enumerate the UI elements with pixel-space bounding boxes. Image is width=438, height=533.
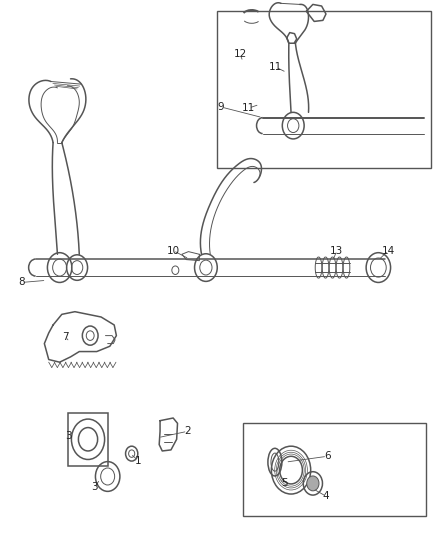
Text: 4: 4: [323, 491, 329, 501]
Text: 11: 11: [269, 62, 283, 72]
Circle shape: [307, 476, 319, 491]
Text: 3: 3: [65, 431, 72, 441]
Text: 1: 1: [135, 456, 141, 465]
Text: 2: 2: [184, 426, 191, 437]
Text: 11: 11: [242, 103, 255, 113]
Text: 9: 9: [218, 102, 225, 112]
Bar: [68, 413, 108, 466]
Text: 8: 8: [18, 278, 25, 287]
Text: 5: 5: [281, 478, 288, 488]
Text: 6: 6: [324, 451, 331, 461]
Text: 14: 14: [382, 246, 395, 255]
Text: 3: 3: [91, 482, 98, 492]
Text: 13: 13: [330, 246, 343, 255]
Bar: [243, 423, 426, 516]
Text: 12: 12: [233, 49, 247, 59]
Text: 10: 10: [166, 246, 180, 255]
Text: 7: 7: [62, 332, 69, 342]
Bar: [217, 11, 431, 168]
